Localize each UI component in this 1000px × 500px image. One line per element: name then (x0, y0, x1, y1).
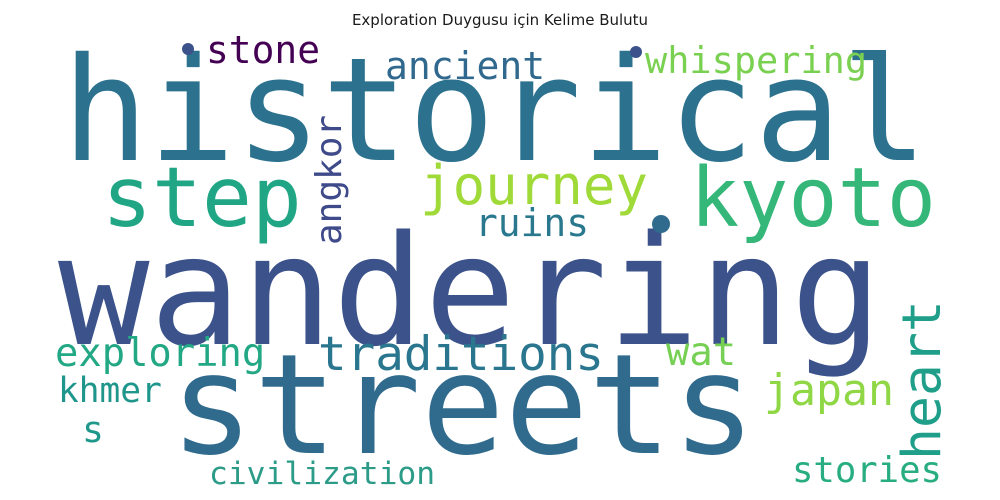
word-civilization: civilization (209, 456, 435, 492)
word-journey: journey (420, 154, 648, 217)
word-ancient: ancient (385, 44, 545, 88)
word-historical: historical (62, 27, 928, 194)
stray-dot (182, 43, 194, 55)
word-stories: stories (792, 450, 942, 491)
word-traditions: traditions (318, 327, 604, 382)
word-s: s (82, 408, 104, 451)
stray-dot (652, 215, 670, 233)
chart-title: Exploration Duygusu için Kelime Bulutu (351, 11, 649, 29)
word-japan: japan (764, 366, 894, 416)
word-wandering: wandering (58, 203, 882, 380)
word-khmer: khmer (58, 371, 162, 411)
stray-dot (630, 46, 642, 58)
word-ruins: ruins (475, 201, 589, 245)
word-exploring: exploring (55, 331, 265, 376)
word-angkor: angkor (309, 115, 350, 245)
word-kyoto: kyoto (690, 151, 936, 246)
word-heart: heart (891, 300, 953, 460)
word-step: step (102, 149, 302, 246)
word-streets: streets (170, 324, 756, 486)
word-whispering: whispering (645, 39, 867, 82)
word-wat: wat (666, 330, 736, 375)
word-stone: stone (206, 28, 320, 72)
